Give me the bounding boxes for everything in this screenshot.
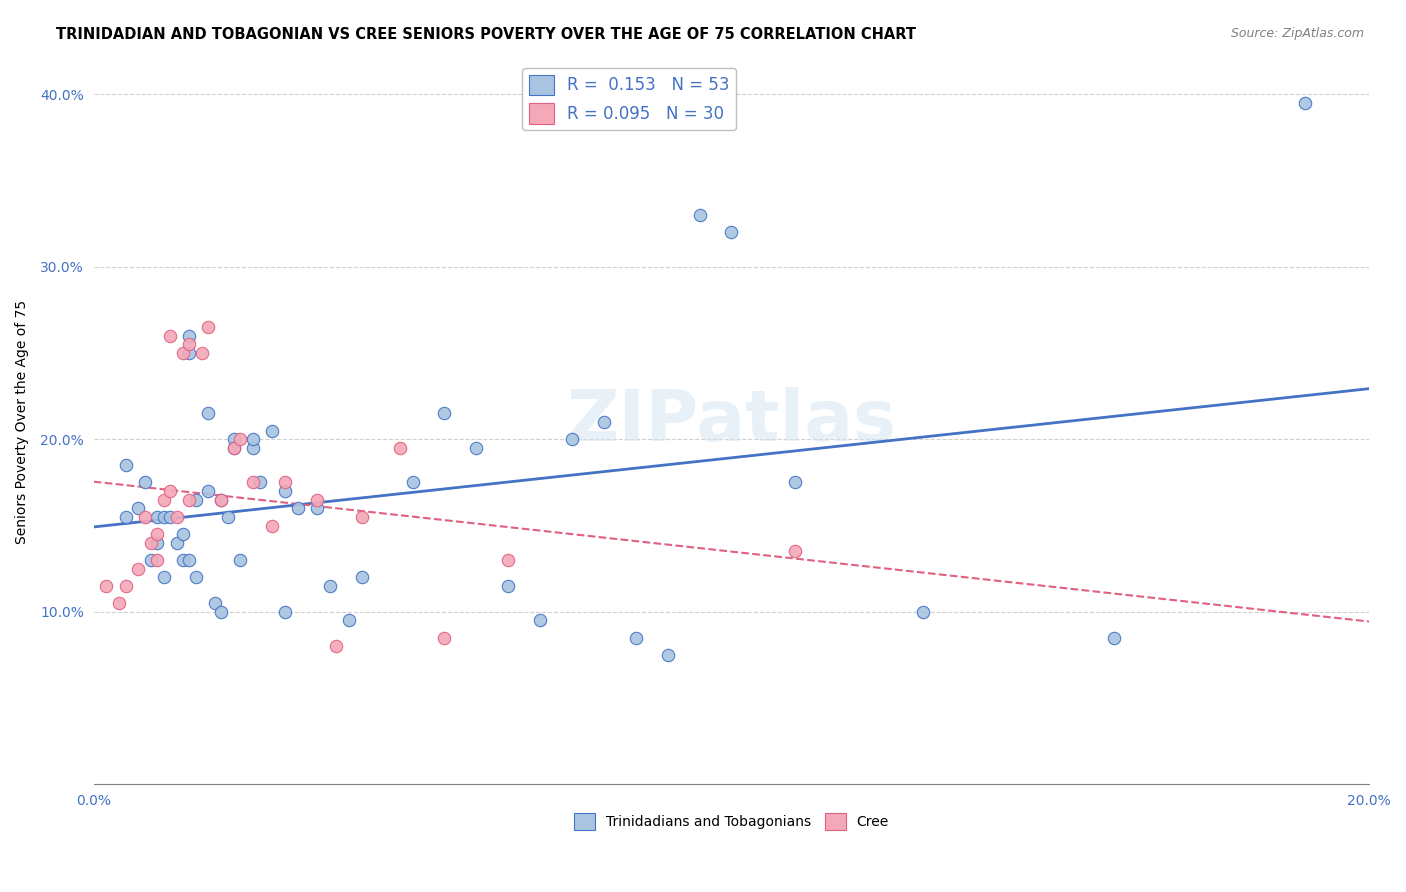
- Point: [184, 492, 207, 507]
- Point: [159, 483, 181, 498]
- Point: [179, 553, 201, 567]
- Point: [433, 406, 456, 420]
- Point: [287, 501, 309, 516]
- Point: [127, 501, 149, 516]
- Point: [209, 492, 232, 507]
- Point: [242, 432, 264, 446]
- Point: [242, 475, 264, 490]
- Point: [229, 432, 252, 446]
- Point: [134, 509, 156, 524]
- Point: [197, 320, 219, 334]
- Point: [305, 492, 328, 507]
- Point: [146, 509, 169, 524]
- Point: [529, 614, 551, 628]
- Point: [146, 527, 169, 541]
- Point: [166, 536, 188, 550]
- Point: [146, 536, 169, 550]
- Point: [1102, 631, 1125, 645]
- Point: [139, 553, 162, 567]
- Legend: Trinidadians and Tobagonians, Cree: Trinidadians and Tobagonians, Cree: [568, 807, 894, 836]
- Point: [179, 337, 201, 351]
- Point: [318, 579, 340, 593]
- Point: [209, 605, 232, 619]
- Point: [197, 406, 219, 420]
- Point: [217, 509, 239, 524]
- Text: ZIPatlas: ZIPatlas: [567, 387, 897, 457]
- Point: [305, 501, 328, 516]
- Point: [114, 509, 136, 524]
- Point: [242, 441, 264, 455]
- Point: [1294, 95, 1316, 110]
- Point: [179, 492, 201, 507]
- Point: [184, 570, 207, 584]
- Point: [166, 509, 188, 524]
- Point: [401, 475, 423, 490]
- Point: [657, 648, 679, 662]
- Point: [350, 509, 373, 524]
- Point: [496, 553, 519, 567]
- Y-axis label: Seniors Poverty Over the Age of 75: Seniors Poverty Over the Age of 75: [15, 300, 30, 544]
- Point: [785, 544, 807, 558]
- Point: [191, 346, 214, 360]
- Point: [197, 483, 219, 498]
- Point: [179, 346, 201, 360]
- Point: [624, 631, 647, 645]
- Point: [274, 475, 297, 490]
- Point: [108, 596, 131, 610]
- Point: [204, 596, 226, 610]
- Point: [146, 553, 169, 567]
- Point: [465, 441, 488, 455]
- Text: TRINIDADIAN AND TOBAGONIAN VS CREE SENIORS POVERTY OVER THE AGE OF 75 CORRELATIO: TRINIDADIAN AND TOBAGONIAN VS CREE SENIO…: [56, 27, 917, 42]
- Point: [262, 424, 284, 438]
- Point: [159, 509, 181, 524]
- Point: [179, 328, 201, 343]
- Point: [159, 328, 181, 343]
- Point: [222, 441, 245, 455]
- Point: [388, 441, 411, 455]
- Point: [153, 570, 176, 584]
- Point: [496, 579, 519, 593]
- Point: [134, 475, 156, 490]
- Point: [114, 579, 136, 593]
- Point: [433, 631, 456, 645]
- Point: [172, 346, 194, 360]
- Point: [262, 518, 284, 533]
- Point: [139, 536, 162, 550]
- Point: [229, 553, 252, 567]
- Text: Source: ZipAtlas.com: Source: ZipAtlas.com: [1230, 27, 1364, 40]
- Point: [127, 562, 149, 576]
- Point: [274, 605, 297, 619]
- Point: [96, 579, 118, 593]
- Point: [720, 225, 742, 239]
- Point: [592, 415, 614, 429]
- Point: [172, 553, 194, 567]
- Point: [222, 441, 245, 455]
- Point: [172, 527, 194, 541]
- Point: [785, 475, 807, 490]
- Point: [911, 605, 934, 619]
- Point: [209, 492, 232, 507]
- Point: [561, 432, 583, 446]
- Point: [222, 432, 245, 446]
- Point: [689, 208, 711, 222]
- Point: [274, 483, 297, 498]
- Point: [325, 640, 347, 654]
- Point: [350, 570, 373, 584]
- Point: [153, 492, 176, 507]
- Point: [337, 614, 360, 628]
- Point: [114, 458, 136, 472]
- Point: [153, 509, 176, 524]
- Point: [249, 475, 271, 490]
